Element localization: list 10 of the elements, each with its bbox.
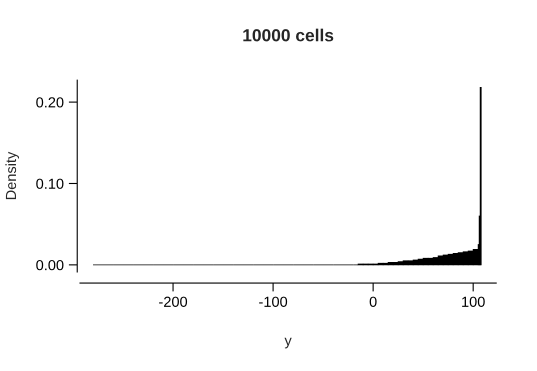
chart-title: 10000 cells xyxy=(243,28,334,42)
x-tick-label: -200 xyxy=(159,296,188,307)
x-tick-label: -100 xyxy=(259,296,288,307)
x-tick-label: 100 xyxy=(462,296,485,307)
y-tick-label: 0.20 xyxy=(36,97,64,108)
y-tick-label: 0.10 xyxy=(36,178,64,189)
y-axis-title: Density xyxy=(5,152,19,200)
x-axis-title: y xyxy=(284,338,292,348)
y-tick-label: 0.00 xyxy=(36,260,64,270)
x-tick-label: 0 xyxy=(370,296,377,307)
